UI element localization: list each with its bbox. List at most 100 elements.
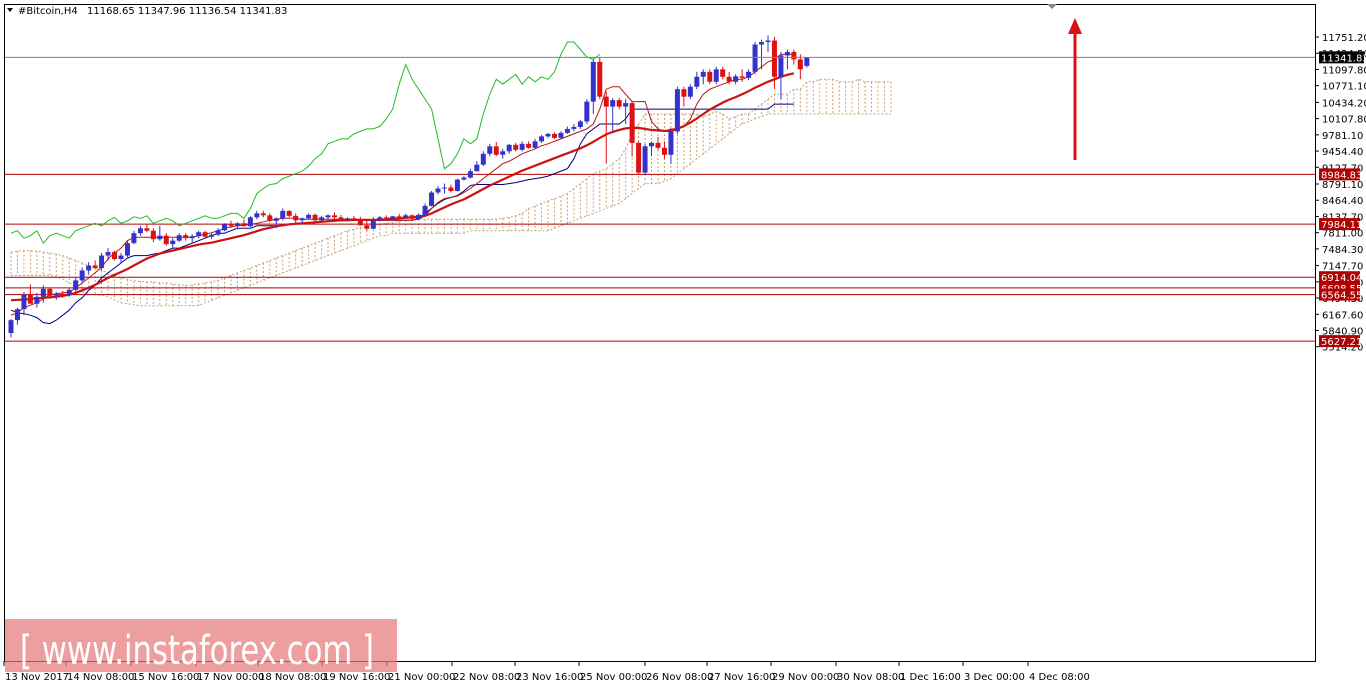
candle-body bbox=[357, 219, 363, 226]
candle bbox=[474, 161, 480, 172]
candle-body bbox=[655, 142, 661, 148]
candle-body bbox=[131, 233, 137, 244]
candle bbox=[668, 128, 674, 164]
candle bbox=[267, 213, 273, 223]
candle-body bbox=[299, 218, 305, 221]
candle-body bbox=[661, 147, 667, 155]
candle bbox=[500, 148, 506, 159]
candle bbox=[694, 71, 700, 90]
candle bbox=[396, 213, 402, 219]
candle bbox=[92, 260, 98, 269]
candle-body bbox=[539, 136, 545, 142]
candle-body bbox=[467, 171, 473, 178]
candle bbox=[746, 69, 752, 81]
candle-body bbox=[27, 294, 33, 304]
candle-body bbox=[493, 146, 499, 155]
candle-body bbox=[273, 218, 279, 221]
candle-body bbox=[241, 223, 247, 227]
candle bbox=[461, 176, 467, 181]
candle-body bbox=[124, 243, 130, 256]
candle bbox=[590, 59, 596, 115]
candle-body bbox=[222, 224, 228, 231]
candle-body bbox=[53, 293, 59, 296]
candle bbox=[170, 238, 176, 249]
candle bbox=[273, 217, 279, 229]
candle-body bbox=[636, 142, 642, 173]
candle bbox=[448, 184, 454, 193]
candle bbox=[687, 84, 693, 100]
price-tick-label: 7811.00 bbox=[1322, 229, 1363, 240]
candle-body bbox=[765, 40, 771, 43]
candle bbox=[105, 248, 111, 261]
price-tick-label: 10434.20 bbox=[1322, 98, 1366, 109]
candle-body bbox=[306, 214, 312, 219]
chart-shift-marker[interactable] bbox=[1047, 4, 1057, 9]
candle-body bbox=[228, 224, 234, 226]
candle bbox=[299, 217, 305, 224]
candle bbox=[357, 216, 363, 226]
candle-body bbox=[163, 235, 169, 245]
candle-body bbox=[383, 217, 389, 219]
price-tick-label: 6167.60 bbox=[1322, 310, 1363, 321]
candle bbox=[577, 119, 583, 129]
time-tick-label: 22 Nov 08:00 bbox=[453, 672, 520, 683]
candle-body bbox=[610, 100, 616, 107]
candle-body bbox=[403, 215, 409, 218]
candle bbox=[319, 215, 325, 222]
candle bbox=[183, 233, 189, 241]
time-tick-label: 1 Dec 16:00 bbox=[900, 672, 961, 683]
candle bbox=[726, 71, 732, 85]
candle-body bbox=[14, 309, 20, 321]
candle bbox=[784, 49, 790, 70]
candle-body bbox=[150, 230, 156, 240]
candle-body bbox=[293, 215, 299, 221]
candle-body bbox=[73, 280, 79, 290]
candle bbox=[506, 143, 512, 154]
candle-body bbox=[183, 235, 189, 239]
candle-body bbox=[577, 121, 583, 127]
candle-body bbox=[564, 128, 570, 133]
candle-body bbox=[21, 294, 27, 310]
candle bbox=[351, 215, 357, 221]
time-tick-label: 27 Nov 16:00 bbox=[708, 672, 775, 683]
candle-body bbox=[519, 143, 525, 150]
level-price-tag bbox=[1319, 288, 1360, 301]
candle-body bbox=[448, 187, 454, 192]
candle bbox=[539, 134, 545, 143]
candle-body bbox=[804, 57, 810, 66]
candle bbox=[286, 210, 292, 218]
moving-average bbox=[10, 72, 795, 302]
candle bbox=[778, 51, 784, 100]
watermark: [ www.instaforex.com ] bbox=[5, 619, 397, 674]
level-price-label: 6914.04 bbox=[1321, 273, 1362, 284]
candle bbox=[344, 217, 350, 222]
candle-body bbox=[280, 210, 286, 219]
watermark-text: [ www.instaforex.com ] bbox=[20, 628, 374, 674]
candle-body bbox=[441, 187, 447, 189]
candle-body bbox=[771, 40, 777, 77]
candle-body bbox=[454, 179, 460, 192]
price-tick-label: 9781.10 bbox=[1322, 131, 1363, 142]
candle bbox=[661, 141, 667, 159]
candle-body bbox=[778, 55, 784, 77]
candle bbox=[771, 37, 777, 90]
candle-body bbox=[325, 215, 331, 218]
candle bbox=[8, 319, 14, 338]
candle-body bbox=[513, 144, 519, 150]
candle bbox=[383, 215, 389, 221]
time-tick-label: 29 Nov 00:00 bbox=[772, 672, 839, 683]
price-tick-label: 8791.10 bbox=[1322, 180, 1363, 191]
candle bbox=[189, 234, 195, 243]
candle-body bbox=[267, 215, 273, 221]
candle bbox=[280, 208, 286, 221]
candle bbox=[112, 250, 118, 261]
candle bbox=[642, 143, 648, 175]
time-tick-label: 19 Nov 16:00 bbox=[323, 672, 390, 683]
candle-body bbox=[551, 133, 557, 138]
candle-body bbox=[338, 217, 344, 220]
dropdown-arrow-icon[interactable] bbox=[7, 8, 13, 12]
candle bbox=[759, 39, 765, 70]
candle bbox=[409, 214, 415, 220]
candle-body bbox=[435, 188, 441, 193]
candle-body bbox=[746, 71, 752, 78]
